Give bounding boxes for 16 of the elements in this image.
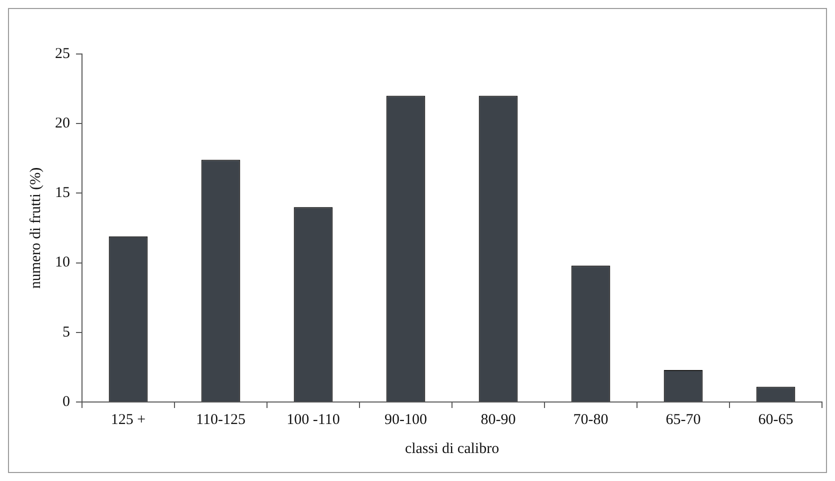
y-tick-label: 0: [62, 394, 70, 410]
y-tick-label: 5: [62, 324, 70, 340]
x-tick-label: 65-70: [666, 412, 701, 428]
y-axis-title: numero di frutti (%): [28, 167, 44, 289]
x-tick-label: 100 -110: [286, 412, 340, 428]
x-tick-label: 80-90: [480, 412, 516, 428]
y-tick-label: 15: [55, 185, 70, 202]
y-tick-label: 20: [55, 116, 70, 132]
y-tick-label: 10: [55, 254, 70, 271]
x-axis-title: classi di calibro: [404, 440, 500, 457]
y-tick-label: 25: [55, 46, 70, 62]
x-tick-label: 90-100: [384, 412, 427, 428]
x-tick-label: 125 +: [110, 412, 146, 428]
x-tick-label: 60-65: [758, 412, 794, 428]
x-tick-label: 110-125: [196, 412, 246, 428]
x-tick-label: 70-80: [573, 412, 608, 428]
